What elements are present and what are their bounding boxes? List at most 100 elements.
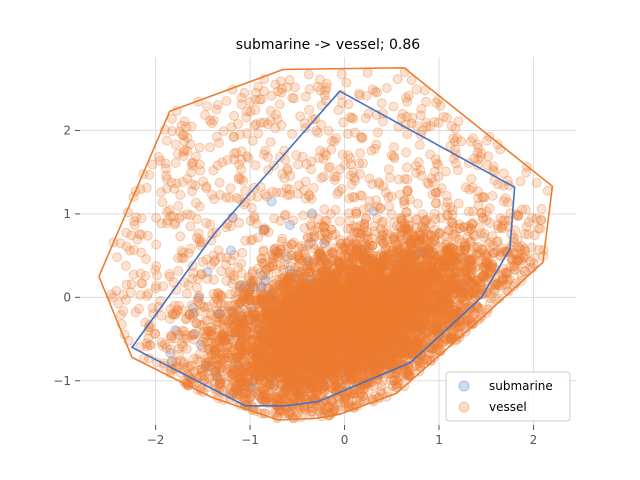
vessel-point: [402, 129, 413, 140]
vessel-point: [466, 173, 477, 184]
vessel-point: [182, 209, 193, 220]
submarine-point: [340, 306, 351, 317]
submarine-point: [339, 268, 350, 279]
submarine-point: [394, 326, 405, 337]
submarine-point: [238, 362, 249, 373]
vessel-point: [385, 172, 395, 183]
submarine-point: [417, 278, 428, 289]
submarine-point: [189, 329, 200, 340]
vessel-point: [401, 162, 412, 173]
submarine-point: [328, 316, 339, 327]
submarine-point: [372, 257, 383, 268]
submarine-point: [328, 303, 339, 314]
submarine-point: [320, 376, 330, 387]
submarine-point: [309, 278, 319, 289]
vessel-point: [145, 340, 156, 351]
submarine-point: [203, 361, 214, 372]
vessel-point: [383, 164, 394, 175]
submarine-point: [303, 256, 314, 267]
submarine-point: [258, 224, 269, 235]
submarine-point: [382, 359, 393, 370]
vessel-point: [157, 197, 168, 208]
submarine-point: [297, 311, 308, 322]
vessel-point: [376, 98, 387, 109]
submarine-point: [313, 336, 324, 347]
submarine-point: [263, 303, 273, 314]
vessel-point: [336, 69, 347, 80]
submarine-point: [170, 325, 181, 336]
vessel-point: [194, 142, 205, 153]
submarine-point: [387, 286, 398, 297]
vessel-point: [187, 179, 198, 190]
vessel-point: [340, 374, 351, 385]
submarine-point: [342, 319, 353, 330]
submarine-point: [368, 205, 379, 216]
submarine-point: [283, 304, 294, 315]
submarine-point: [387, 350, 398, 361]
submarine-point: [266, 196, 277, 207]
submarine-point: [366, 274, 377, 285]
vessel-point: [287, 128, 298, 139]
vessel-point: [213, 245, 224, 256]
vessel-point: [389, 142, 399, 153]
vessel-point: [399, 174, 410, 184]
vessel-point: [315, 74, 325, 85]
submarine-point: [388, 338, 399, 349]
submarine-point: [298, 346, 309, 357]
submarine-point: [200, 361, 211, 371]
submarine-point: [319, 238, 330, 249]
vessel-point: [364, 196, 375, 207]
vessel-point: [269, 304, 280, 315]
vessel-point: [183, 248, 194, 259]
submarine-point: [234, 281, 245, 292]
submarine-point: [342, 324, 353, 335]
submarine-point: [245, 313, 256, 324]
submarine-point: [236, 335, 247, 346]
submarine-point: [303, 345, 314, 356]
vessel-point: [144, 169, 155, 180]
submarine-point: [365, 336, 376, 347]
submarine-point: [382, 312, 393, 322]
submarine-point: [254, 391, 265, 402]
vessel-point: [318, 377, 329, 387]
submarine-point: [264, 292, 275, 303]
submarine-point: [355, 324, 366, 335]
vessel-point: [380, 187, 391, 198]
vessel-point: [185, 221, 196, 232]
vessel-point: [238, 176, 249, 186]
submarine-point: [341, 326, 352, 337]
vessel-point: [220, 259, 231, 270]
vessel-point: [401, 147, 412, 158]
submarine-point: [212, 372, 223, 383]
submarine-point: [303, 291, 314, 302]
submarine-point: [311, 331, 322, 342]
submarine-point: [225, 245, 236, 256]
submarine-point: [390, 292, 401, 303]
submarine-point: [285, 220, 295, 230]
submarine-point: [232, 385, 243, 396]
submarine-point: [325, 293, 336, 304]
vessel-point: [195, 165, 206, 176]
submarine-point: [415, 248, 426, 259]
vessel-point: [300, 91, 311, 102]
submarine-point: [352, 265, 363, 276]
vessel-point: [333, 286, 344, 297]
submarine-point: [315, 297, 326, 308]
submarine-point: [414, 246, 425, 257]
vessel-point: [323, 125, 334, 136]
submarine-point: [365, 297, 376, 308]
submarine-point: [271, 246, 282, 257]
submarine-point: [360, 283, 371, 294]
submarine-point: [335, 367, 346, 378]
submarine-point: [342, 316, 353, 327]
submarine-point: [317, 251, 328, 262]
submarine-point: [264, 289, 275, 300]
submarine-point: [432, 324, 443, 335]
submarine-point: [375, 332, 386, 343]
submarine-point: [211, 365, 222, 376]
submarine-point: [311, 270, 322, 281]
submarine-point: [289, 273, 300, 284]
submarine-point: [325, 311, 336, 322]
submarine-point: [281, 366, 292, 377]
